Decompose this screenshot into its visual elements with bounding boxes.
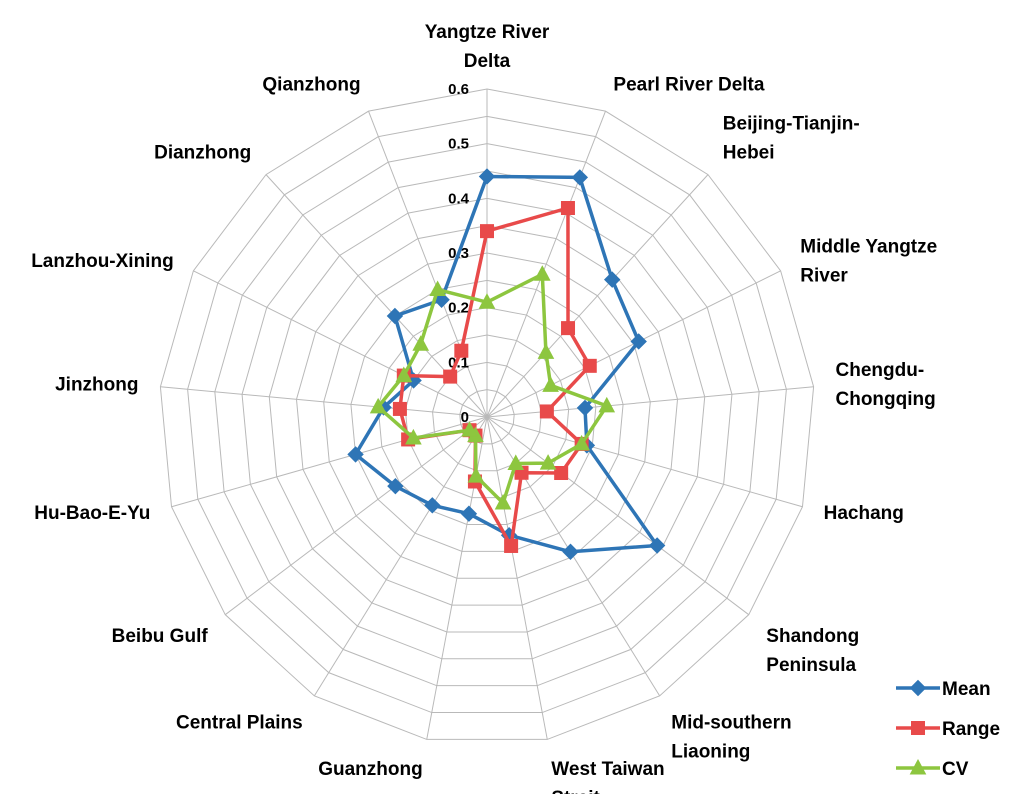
grid-spoke bbox=[486, 416, 548, 740]
legend-label: Mean bbox=[942, 679, 991, 700]
series-cv bbox=[369, 265, 616, 510]
category-label: West TaiwanStrait bbox=[551, 759, 664, 794]
grid-ring bbox=[323, 252, 651, 579]
grid-spoke bbox=[486, 416, 803, 508]
data-point bbox=[386, 307, 404, 325]
data-point bbox=[460, 505, 478, 522]
legend-item: Mean bbox=[896, 679, 991, 700]
data-point bbox=[392, 401, 407, 416]
data-series bbox=[347, 168, 666, 560]
category-label: Guanzhong bbox=[318, 759, 422, 780]
grid-spoke bbox=[313, 416, 488, 697]
tick-label: 0.6 bbox=[448, 81, 469, 98]
grid-spoke bbox=[368, 110, 488, 418]
grid-ring bbox=[295, 225, 679, 606]
data-point bbox=[630, 333, 647, 350]
grid-ring bbox=[432, 361, 542, 472]
legend-label: Range bbox=[942, 719, 1000, 740]
data-point bbox=[648, 537, 666, 554]
data-point bbox=[604, 271, 621, 288]
category-labels: Yangtze River Delta Pearl River Delta Beiji… bbox=[31, 22, 937, 794]
category-label: Hachang bbox=[824, 503, 904, 524]
data-point bbox=[494, 493, 512, 510]
data-point bbox=[582, 358, 597, 373]
legend-label: CV bbox=[942, 759, 969, 780]
data-point bbox=[467, 467, 485, 483]
data-point bbox=[561, 321, 576, 336]
category-label: Mid-southern Liaoning bbox=[671, 713, 791, 763]
data-point bbox=[571, 169, 589, 186]
data-point bbox=[533, 265, 551, 281]
grid-spoke bbox=[486, 386, 814, 418]
data-point bbox=[504, 538, 519, 553]
tick-label: 0.4 bbox=[448, 190, 470, 207]
category-label: Central Plains bbox=[176, 713, 303, 734]
data-point bbox=[554, 466, 569, 481]
tick-label: 0.2 bbox=[448, 300, 469, 317]
category-label: Qianzhong bbox=[262, 75, 360, 96]
legend: Mean Range CV bbox=[896, 679, 1000, 780]
category-label: Beijing-Tianjin-Hebei bbox=[723, 113, 860, 163]
grid-ring bbox=[350, 279, 624, 552]
grid-ring bbox=[459, 389, 515, 445]
grid-ring bbox=[214, 143, 760, 687]
grid-ring bbox=[241, 170, 733, 660]
grid-ring bbox=[159, 88, 815, 740]
data-point bbox=[395, 366, 413, 383]
data-point bbox=[429, 280, 446, 297]
category-label: Yangtze River Delta bbox=[425, 22, 550, 72]
data-point bbox=[405, 428, 422, 445]
legend-marker bbox=[909, 758, 927, 775]
data-point bbox=[478, 168, 496, 185]
category-label: Shandong Peninsula bbox=[766, 626, 859, 676]
data-point bbox=[387, 477, 404, 495]
legend-marker bbox=[909, 679, 927, 697]
data-point bbox=[598, 396, 616, 413]
data-point bbox=[443, 369, 458, 384]
data-point bbox=[573, 434, 590, 451]
tick-label: 0.5 bbox=[448, 136, 469, 153]
grid-spoke bbox=[486, 110, 606, 418]
data-point bbox=[478, 293, 496, 309]
tick-label: 0 bbox=[461, 409, 469, 426]
category-label: Chengdu-Chongqing bbox=[836, 360, 936, 410]
grid-ring bbox=[268, 197, 706, 633]
grid-spoke bbox=[193, 270, 488, 418]
category-label: Jinzhong bbox=[55, 375, 138, 396]
data-point bbox=[454, 343, 469, 358]
data-point bbox=[369, 397, 387, 414]
grid-spoke bbox=[160, 386, 488, 418]
data-point bbox=[537, 343, 555, 359]
grid-ring bbox=[187, 115, 787, 714]
data-point bbox=[412, 335, 430, 351]
legend-marker bbox=[911, 721, 925, 735]
category-label: Dianzhong bbox=[154, 142, 251, 163]
legend-item: CV bbox=[896, 758, 969, 780]
category-label: Lanzhou-Xining bbox=[31, 251, 173, 272]
data-point bbox=[539, 454, 557, 470]
data-point bbox=[562, 543, 579, 560]
data-point bbox=[347, 446, 364, 463]
category-label: Hu-Bao-E-Yu bbox=[34, 503, 150, 524]
legend-item: Range bbox=[896, 719, 1000, 740]
category-label: Middle Yangtze River bbox=[800, 236, 937, 286]
grid-spoke bbox=[171, 416, 488, 508]
grid-spoke bbox=[486, 174, 709, 418]
data-point bbox=[576, 399, 594, 417]
data-point bbox=[461, 421, 478, 437]
data-point bbox=[424, 497, 441, 514]
data-point bbox=[542, 376, 559, 392]
category-label: Beibu Gulf bbox=[112, 626, 209, 647]
grid-spoke bbox=[224, 416, 488, 616]
data-point bbox=[560, 201, 575, 216]
radar-grid bbox=[159, 88, 815, 740]
data-point bbox=[539, 404, 554, 419]
data-point bbox=[480, 224, 494, 239]
data-point bbox=[507, 454, 525, 470]
grid-spoke bbox=[486, 416, 750, 616]
category-label: Pearl River Delta bbox=[613, 75, 764, 96]
